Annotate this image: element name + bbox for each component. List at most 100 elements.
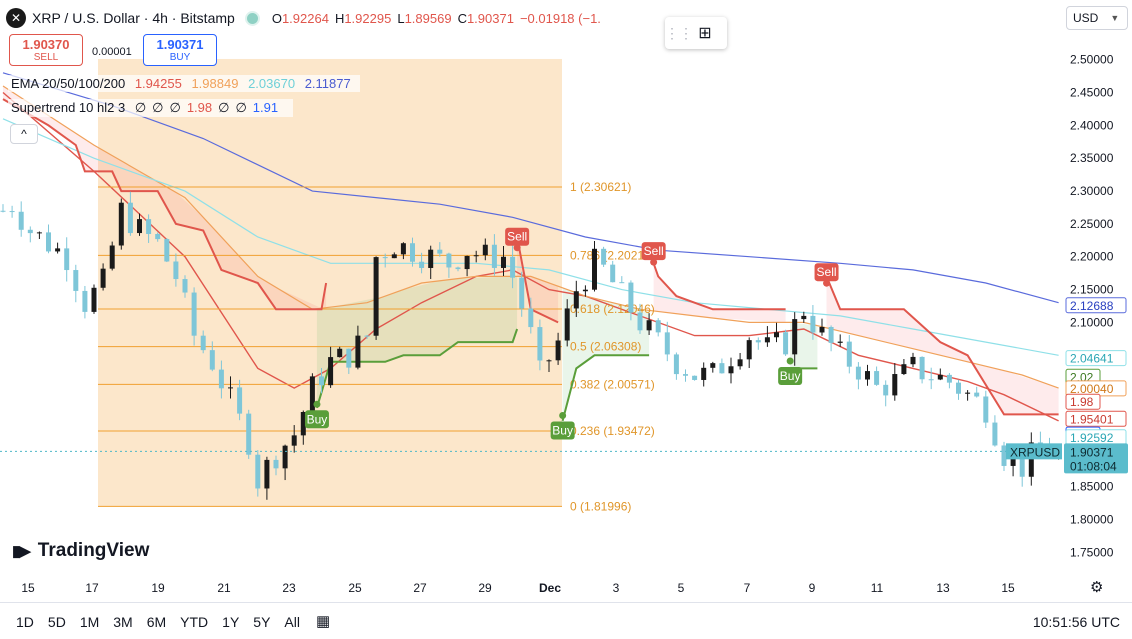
sell-button[interactable]: 1.90370 SELL — [9, 34, 83, 66]
candle-body — [846, 341, 852, 367]
candle-body — [300, 412, 306, 436]
candle-body — [437, 249, 443, 254]
supertrend-legend[interactable]: Supertrend 10 hl2 3 ∅ ∅ ∅ 1.98 ∅ ∅ 1.91 — [8, 99, 294, 117]
supertrend-down-fill — [653, 263, 786, 323]
candle-body — [391, 254, 397, 259]
range-1y-button[interactable]: 1Y — [222, 614, 240, 630]
y-tick-label: 2.10000 — [1070, 315, 1114, 329]
candle-body — [264, 459, 270, 489]
supertrend-value: 1.91 — [252, 100, 279, 115]
ema-legend[interactable]: EMA 20/50/100/200 1.94255 1.98849 2.0367… — [8, 75, 360, 92]
candle-body — [1010, 455, 1016, 466]
floating-toolbar[interactable]: ⋮⋮ ⊞ — [665, 17, 727, 49]
fib-label: 0.382 (2.00571) — [570, 377, 655, 391]
candle-body — [1001, 445, 1007, 466]
candle-body — [837, 341, 843, 343]
candle-body — [692, 375, 698, 380]
buy-label: BUY — [169, 52, 191, 63]
candle-body — [810, 315, 816, 333]
candle-body — [764, 337, 770, 343]
candle-body — [0, 210, 6, 212]
buy-price: 1.90371 — [156, 37, 204, 52]
sell-signal-label: Sell — [507, 230, 527, 244]
price-chart[interactable]: 2.50000 2.45000 2.40000 2.35000 2.30000 2.250… — [0, 0, 1132, 602]
candle-body — [282, 445, 288, 469]
candle-body — [956, 382, 961, 394]
candle-body — [473, 255, 479, 257]
ema200-value: 2.11877 — [304, 76, 351, 91]
range-1d-button[interactable]: 1D — [16, 614, 34, 630]
candle-body — [46, 232, 51, 252]
range-all-button[interactable]: All — [284, 614, 300, 630]
candle-body — [664, 332, 670, 355]
range-5y-button[interactable]: 5Y — [253, 614, 271, 630]
candle-body — [883, 384, 889, 396]
x-tick-label: 15 — [21, 581, 35, 595]
supertrend-down-line — [652, 262, 786, 311]
ema50-value: 1.98849 — [191, 76, 239, 91]
drag-handle-icon[interactable]: ⋮⋮ — [665, 24, 693, 41]
xrp-logo-icon: ✕ — [6, 8, 26, 28]
candle-body — [855, 366, 861, 380]
candle-body — [673, 354, 679, 375]
utc-clock[interactable]: 10:51:56 UTC — [1032, 614, 1120, 630]
tradingview-mark-icon: ▮▶ — [12, 543, 31, 560]
currency-select[interactable]: USD ▼ — [1066, 6, 1128, 30]
buy-signal-label: Buy — [552, 423, 573, 437]
candle-body — [428, 249, 434, 268]
y-tick-label: 2.25000 — [1070, 217, 1114, 231]
candle-body — [937, 374, 943, 380]
range-ytd-button[interactable]: YTD — [180, 614, 209, 630]
range-6m-button[interactable]: 6M — [146, 614, 167, 630]
bar-countdown-text: 01:08:04 — [1070, 459, 1117, 473]
candle-body — [983, 396, 989, 423]
range-5d-button[interactable]: 5D — [47, 614, 66, 630]
tradingview-logo[interactable]: ▮▶ TradingView — [12, 540, 149, 562]
buy-marker-dot — [559, 411, 567, 419]
candle-body — [946, 374, 952, 383]
price-axis-tag — [1065, 410, 1127, 427]
candle-body — [155, 233, 161, 240]
candle-body — [528, 308, 534, 328]
range-1m-button[interactable]: 1M — [79, 614, 100, 630]
candle-body — [755, 340, 761, 343]
candle-body — [319, 376, 324, 386]
candle-body — [801, 315, 807, 320]
supertrend-down-line — [2, 98, 328, 311]
settings-gear-icon[interactable]: ⚙ — [1090, 579, 1104, 596]
chart-header: ✕ XRP / U.S. Dollar · 4h · Bitstamp O1.9… — [6, 6, 607, 30]
price-axis-tag-text: 1.98 — [1070, 395, 1094, 409]
price-axis-tag-text: 2.12688 — [1070, 299, 1114, 313]
candle-body — [710, 363, 716, 368]
candle-body — [792, 319, 798, 355]
buy-button[interactable]: 1.90371 BUY — [143, 34, 217, 66]
candle-body — [974, 392, 980, 397]
buy-signal-label: Buy — [780, 369, 801, 383]
fib-label: 0.618 (2.12046) — [570, 302, 655, 316]
y-tick-label: 1.85000 — [1070, 480, 1114, 494]
candle-body — [55, 248, 61, 252]
x-tick-label: 17 — [85, 581, 99, 595]
candle-body — [819, 326, 825, 333]
object-tree-icon[interactable]: ⊞ — [698, 25, 712, 42]
range-3m-button[interactable]: 3M — [113, 614, 133, 630]
symbol-title[interactable]: XRP / U.S. Dollar · 4h · Bitstamp — [32, 10, 235, 26]
collapse-legend-button[interactable]: ^ — [10, 124, 38, 144]
candle-body — [91, 287, 97, 312]
supertrend-up-line — [561, 354, 650, 422]
sell-marker-dot — [650, 258, 658, 266]
current-price-text: 1.90371 — [1070, 445, 1114, 459]
fib-zone — [98, 58, 562, 507]
symbol-tag-text: XRPUSD — [1010, 445, 1060, 459]
candle-body — [1028, 442, 1034, 477]
calendar-icon[interactable]: ▦ — [316, 613, 331, 630]
y-tick-label: 2.15000 — [1070, 283, 1114, 297]
y-tick-label: 2.45000 — [1070, 86, 1114, 100]
ohlc-key: O — [271, 10, 282, 26]
price-axis-tag — [1065, 393, 1101, 410]
candle-body — [73, 270, 79, 291]
y-tick-label: 2.35000 — [1070, 151, 1114, 165]
candle-body — [446, 253, 452, 268]
supertrend-values: ∅ ∅ ∅ 1.98 ∅ ∅ 1.91 — [135, 100, 284, 115]
x-tick-label: Dec — [539, 581, 561, 595]
